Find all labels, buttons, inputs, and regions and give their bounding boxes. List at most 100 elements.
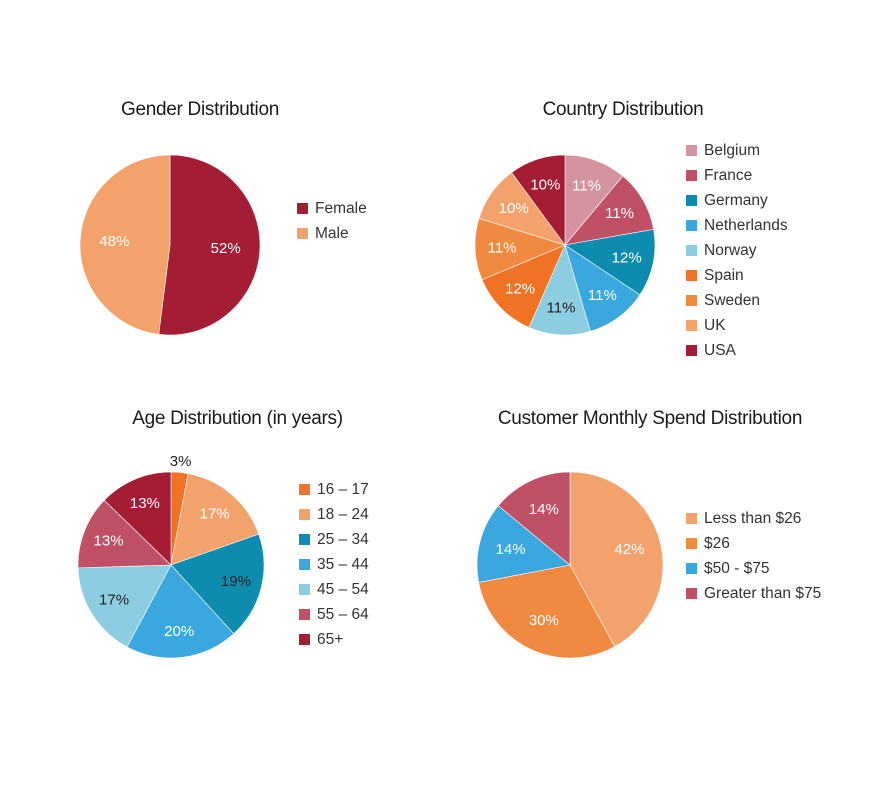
slice-value-label: 42% [614, 541, 644, 558]
legend-item: Netherlands [686, 213, 788, 238]
chart-title: Gender Distribution [121, 99, 279, 120]
legend-swatch [299, 559, 310, 570]
legend-item: Spain [686, 263, 788, 288]
legend-label: Female [315, 199, 367, 217]
chart-title: Customer Monthly Spend Distribution [497, 408, 803, 429]
pie-slice-less-than-26 [569, 471, 664, 647]
legend-item: France [686, 163, 788, 188]
slice-value-label: 10% [499, 200, 529, 217]
legend-label: 55 – 64 [317, 605, 369, 623]
age-legend: 16 – 17 18 – 24 25 – 34 35 – 44 45 – 54 55 – … [299, 477, 369, 652]
legend-swatch [299, 584, 310, 595]
legend-swatch [297, 203, 308, 214]
pie-slice-18-24 [170, 473, 260, 566]
legend-label: Male [315, 224, 349, 242]
legend-item: 35 – 44 [299, 552, 369, 577]
legend-item: 55 – 64 [299, 602, 369, 627]
slice-value-label: 3% [170, 453, 192, 470]
slice-value-label: 48% [99, 233, 129, 250]
legend-label: Belgium [704, 141, 760, 159]
legend-label: Spain [704, 266, 744, 284]
legend-label: 65+ [317, 630, 344, 648]
pie-slice-greater-than-75 [497, 471, 571, 566]
country-chart-panel: Country Distribution 11% 11% 12% 11% 11% 12% 1… [460, 90, 860, 370]
slice-value-label: 13% [130, 495, 160, 512]
legend-swatch [686, 320, 697, 331]
legend-item: Male [297, 221, 367, 246]
legend-item: 18 – 24 [299, 502, 369, 527]
legend-swatch [686, 538, 697, 549]
legend-swatch [686, 270, 697, 281]
legend-item: Less than $26 [686, 506, 821, 531]
legend-label: Less than $26 [704, 509, 802, 527]
legend-swatch [686, 588, 697, 599]
legend-item: 16 – 17 [299, 477, 369, 502]
legend-item: Norway [686, 238, 788, 263]
legend-item: USA [686, 338, 788, 363]
legend-swatch [686, 195, 697, 206]
legend-label: Greater than $75 [704, 584, 822, 602]
legend-item: Belgium [686, 138, 788, 163]
slice-value-label: 11% [605, 205, 634, 222]
legend-label: 18 – 24 [317, 505, 369, 523]
slice-value-label: 14% [529, 501, 559, 518]
legend-swatch [686, 245, 697, 256]
pie-slice-male [79, 154, 171, 335]
legend-label: France [704, 166, 753, 184]
legend-item: Germany [686, 188, 788, 213]
legend-label: 35 – 44 [317, 555, 369, 573]
age-pie: 3% 17% 19% 20% 17% 13% 13% [77, 453, 265, 659]
legend-label: Netherlands [704, 216, 788, 234]
slice-value-label: 11% [572, 177, 601, 194]
legend-label: UK [704, 316, 726, 334]
legend-label: $26 [704, 534, 730, 552]
pie-slice--26 [478, 564, 616, 659]
pie-slice-55-64 [77, 499, 172, 569]
legend-item: UK [686, 313, 788, 338]
gender-pie: 52% 48% [79, 154, 261, 336]
slice-value-label: 17% [200, 506, 230, 523]
age-chart-panel: Age Distribution (in years) 3% 17% 19% 20% 1… [60, 400, 440, 670]
legend-label: Norway [704, 241, 757, 259]
spend-chart-panel: Customer Monthly Spend Distribution 42% 3… [460, 400, 860, 670]
legend-swatch [299, 509, 310, 520]
legend-label: 25 – 34 [317, 530, 369, 548]
legend-item: 25 – 34 [299, 527, 369, 552]
chart-title: Age Distribution (in years) [132, 408, 343, 429]
slice-value-label: 30% [529, 612, 559, 629]
pie-slice-45-54 [77, 564, 172, 648]
pie-slice-35-44 [126, 564, 235, 659]
legend-label: Sweden [704, 291, 761, 309]
pie-slice--50-75 [476, 505, 571, 583]
legend-label: USA [704, 341, 736, 359]
slice-value-label: 52% [211, 240, 241, 257]
pie-slice-65- [103, 471, 172, 566]
pie-slice-female [158, 154, 261, 336]
legend-swatch [686, 295, 697, 306]
legend-swatch [297, 228, 308, 239]
legend-item: $50 - $75 [686, 556, 821, 581]
slice-value-label: 17% [99, 592, 129, 609]
gender-chart-panel: Gender Distribution 52% 48% Female Male [60, 90, 400, 360]
slice-value-label: 11% [588, 287, 617, 304]
slice-value-label: 14% [496, 541, 526, 558]
spend-pie: 42% 30% 14% 14% [476, 471, 664, 659]
legend-swatch [686, 170, 697, 181]
gender-legend: Female Male [297, 196, 367, 246]
chart-title: Country Distribution [542, 99, 704, 120]
legend-swatch [686, 563, 697, 574]
slice-value-label: 12% [505, 281, 535, 298]
legend-swatch [686, 345, 697, 356]
legend-swatch [299, 484, 310, 495]
slice-value-label: 10% [530, 177, 560, 194]
slice-value-label: 11% [547, 299, 576, 316]
legend-item: Greater than $75 [686, 581, 821, 606]
legend-swatch [299, 534, 310, 545]
pie-slice-25-34 [170, 533, 265, 635]
pie-slice-spain [481, 244, 566, 328]
pie-slice-usa [511, 154, 566, 246]
legend-label: Germany [704, 191, 768, 209]
legend-label: 16 – 17 [317, 480, 369, 498]
slice-value-label: 12% [612, 249, 642, 266]
legend-swatch [686, 220, 697, 231]
